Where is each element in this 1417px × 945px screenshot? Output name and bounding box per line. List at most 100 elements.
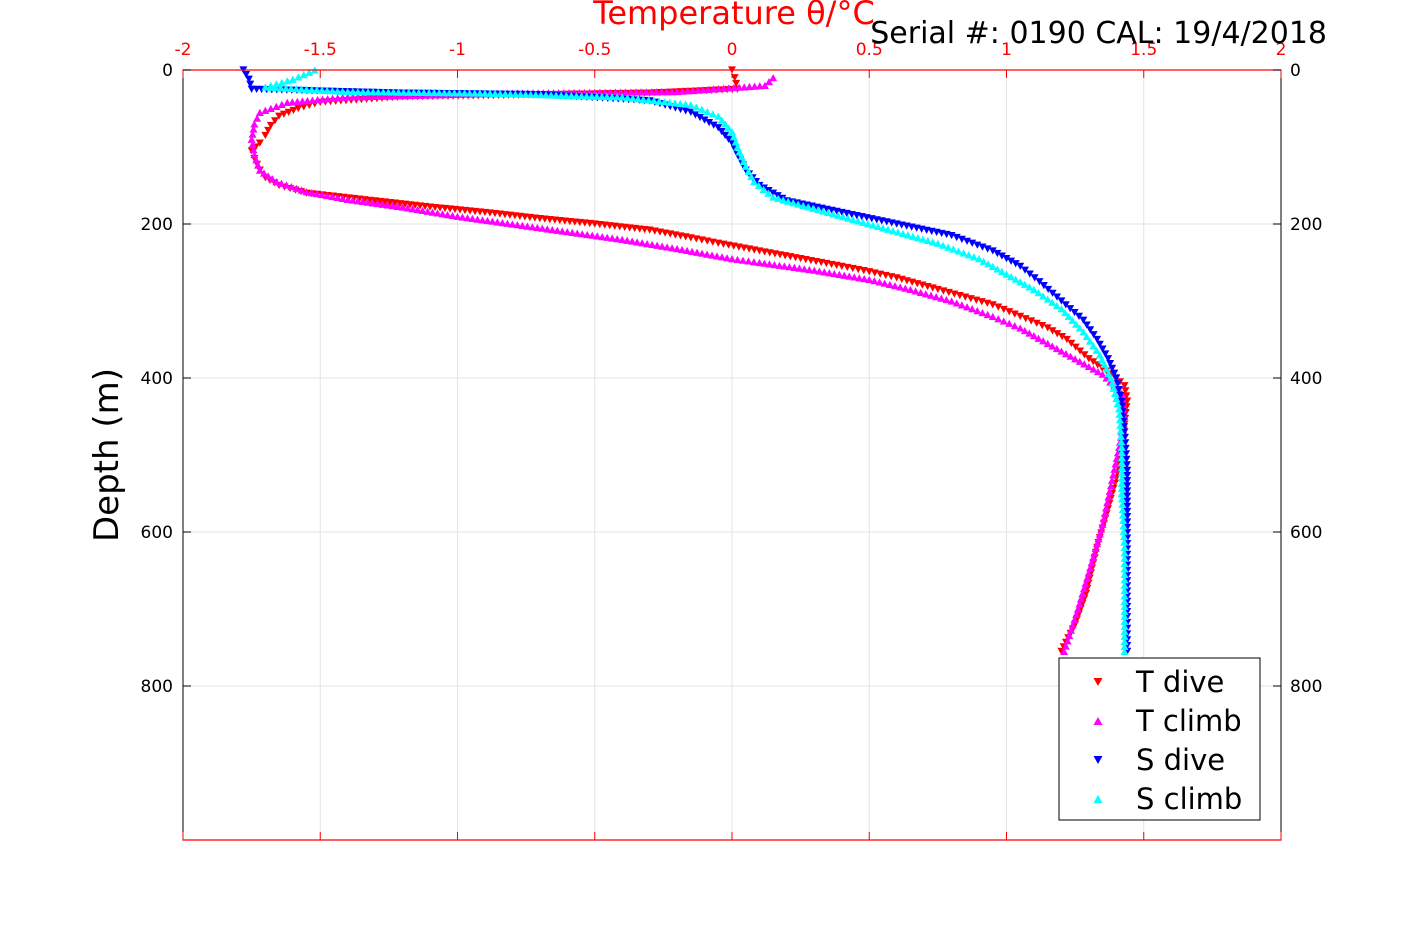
data-point (1120, 559, 1129, 568)
data-point (728, 128, 736, 136)
y-tick-label-right: 600 (1290, 523, 1322, 543)
data-point (964, 251, 973, 259)
data-point (844, 214, 853, 222)
data-point (498, 219, 507, 227)
data-point (1102, 504, 1111, 512)
data-point (369, 92, 378, 100)
data-point (363, 198, 372, 206)
data-point (769, 189, 778, 197)
data-point (769, 74, 778, 82)
data-point (318, 95, 327, 103)
data-point (906, 285, 915, 294)
data-point (511, 90, 520, 98)
data-point (944, 243, 953, 251)
data-point (845, 272, 854, 280)
data-point (952, 299, 961, 307)
data-point (276, 84, 285, 92)
data-point (911, 287, 920, 295)
data-point (1110, 369, 1119, 377)
data-point (795, 264, 804, 272)
data-point (343, 93, 352, 101)
data-point (1117, 459, 1126, 467)
data-point (1120, 632, 1129, 640)
data-point (628, 94, 637, 102)
data-point (738, 256, 747, 264)
data-point (1099, 515, 1108, 523)
data-point (731, 138, 740, 146)
data-point (268, 175, 277, 183)
data-point (834, 211, 843, 219)
data-point (463, 214, 472, 222)
data-point (1007, 257, 1016, 265)
data-point (323, 191, 332, 200)
data-point (1021, 266, 1030, 274)
data-point (1086, 564, 1095, 572)
data-point (317, 190, 326, 199)
data-point (261, 131, 270, 140)
data-point (655, 97, 664, 105)
data-point (860, 275, 869, 283)
data-point (248, 130, 257, 138)
data-point (709, 121, 718, 129)
data-point (473, 215, 482, 223)
data-point (506, 90, 515, 98)
data-point (1120, 382, 1129, 390)
data-point (608, 234, 617, 242)
data-point (916, 288, 925, 296)
data-point (259, 169, 268, 177)
data-point (1016, 324, 1025, 332)
data-point (493, 218, 502, 226)
data-point (963, 237, 972, 245)
data-point (688, 247, 697, 255)
data-point (368, 199, 377, 207)
data-point (1076, 595, 1085, 603)
data-point (1115, 405, 1124, 413)
data-point (1122, 392, 1131, 400)
legend-label: S dive (1136, 743, 1225, 777)
data-point (868, 221, 877, 229)
data-point (292, 184, 301, 192)
data-point (800, 265, 809, 273)
data-point (1116, 427, 1125, 435)
data-point (1123, 397, 1132, 405)
data-point (1079, 328, 1088, 336)
data-point (1120, 612, 1129, 620)
data-point (567, 91, 576, 100)
data-point (1117, 479, 1126, 487)
data-point (1034, 334, 1043, 342)
legend-label: T climb (1135, 704, 1242, 738)
data-point (272, 178, 281, 186)
x-tick-label: 1.5 (1130, 40, 1157, 60)
data-point (1048, 298, 1057, 306)
data-point (657, 88, 666, 96)
data-point (1092, 346, 1101, 354)
data-point (799, 201, 808, 210)
data-point (573, 229, 582, 237)
data-point (1119, 527, 1128, 535)
data-point (988, 262, 997, 270)
data-point (543, 225, 552, 233)
data-point (770, 261, 779, 269)
data-point (703, 107, 712, 116)
data-point (1071, 343, 1080, 351)
data-point (717, 116, 726, 124)
data-point (1117, 474, 1126, 482)
data-point (642, 88, 651, 96)
data-point (1076, 347, 1085, 355)
data-point (394, 88, 403, 96)
data-point (1057, 347, 1066, 355)
data-point (303, 96, 312, 105)
data-point (1062, 335, 1071, 344)
data-point (855, 274, 864, 282)
data-point (623, 93, 632, 102)
data-point (1089, 358, 1098, 366)
data-point (1120, 576, 1129, 584)
data-point (288, 98, 297, 106)
data-point (1105, 487, 1114, 495)
data-point (244, 75, 253, 83)
data-point (374, 88, 383, 96)
data-point (1068, 621, 1077, 629)
data-point (266, 104, 275, 112)
data-point (704, 85, 713, 93)
data-point (830, 269, 839, 278)
